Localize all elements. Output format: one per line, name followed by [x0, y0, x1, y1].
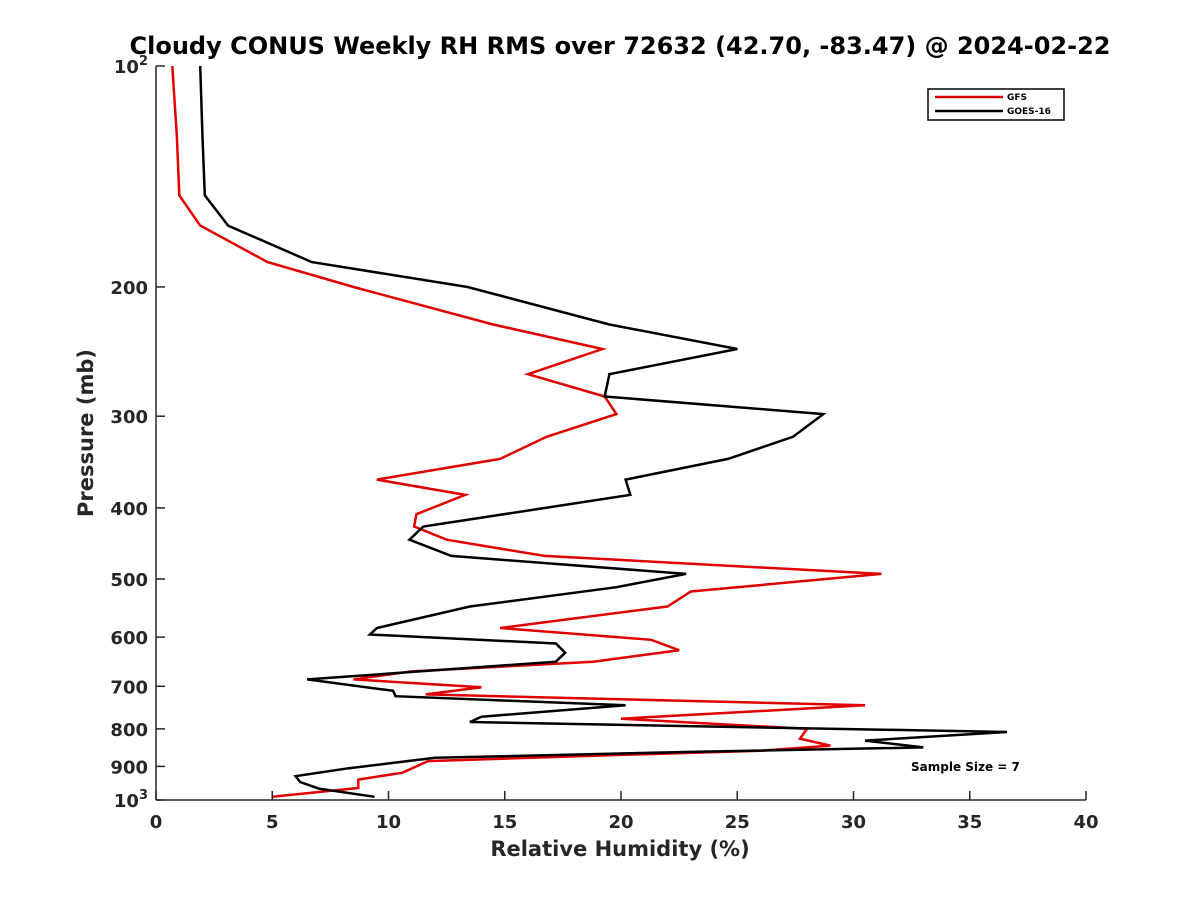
y-tick-label: 600	[110, 628, 148, 649]
legend: GFS GOES-16	[927, 88, 1065, 121]
series-line-gfs	[171, 65, 882, 799]
x-tick-label: 40	[1073, 812, 1098, 833]
y-tick-label: 200	[110, 278, 148, 299]
x-tick-label: 15	[492, 812, 517, 833]
x-tick-label: 10	[376, 812, 401, 833]
series-line-goes-16	[198, 65, 1008, 799]
x-tick-label: 20	[608, 812, 633, 833]
plot-lines	[171, 65, 1008, 799]
y-axis-label: Pressure (mb)	[74, 349, 98, 517]
legend-label-gfs: GFS	[1007, 93, 1027, 103]
y-tick-label: 102	[114, 54, 148, 78]
x-tick-label: 0	[150, 812, 163, 833]
x-tick-label: 25	[725, 812, 750, 833]
legend-box	[927, 88, 1065, 121]
y-tick-label: 700	[110, 677, 148, 698]
y-tick-label: 500	[110, 570, 148, 591]
y-tick-label: 400	[110, 499, 148, 520]
x-tick-label: 35	[957, 812, 982, 833]
legend-label-goes-16: GOES-16	[1007, 107, 1051, 117]
x-axis-label: Relative Humidity (%)	[490, 837, 749, 861]
chart-title: Cloudy CONUS Weekly RH RMS over 72632 (4…	[130, 32, 1111, 60]
y-tick-label: 900	[110, 757, 148, 778]
sample-size-annotation: Sample Size = 7	[911, 760, 1020, 774]
x-tick-label: 30	[841, 812, 866, 833]
y-tick-label: 800	[110, 720, 148, 741]
x-tick-label: 5	[266, 812, 279, 833]
x-axis-ticks: 0 5 10 15 20 25 30 35 40	[150, 791, 1099, 833]
y-tick-label: 300	[110, 407, 148, 428]
